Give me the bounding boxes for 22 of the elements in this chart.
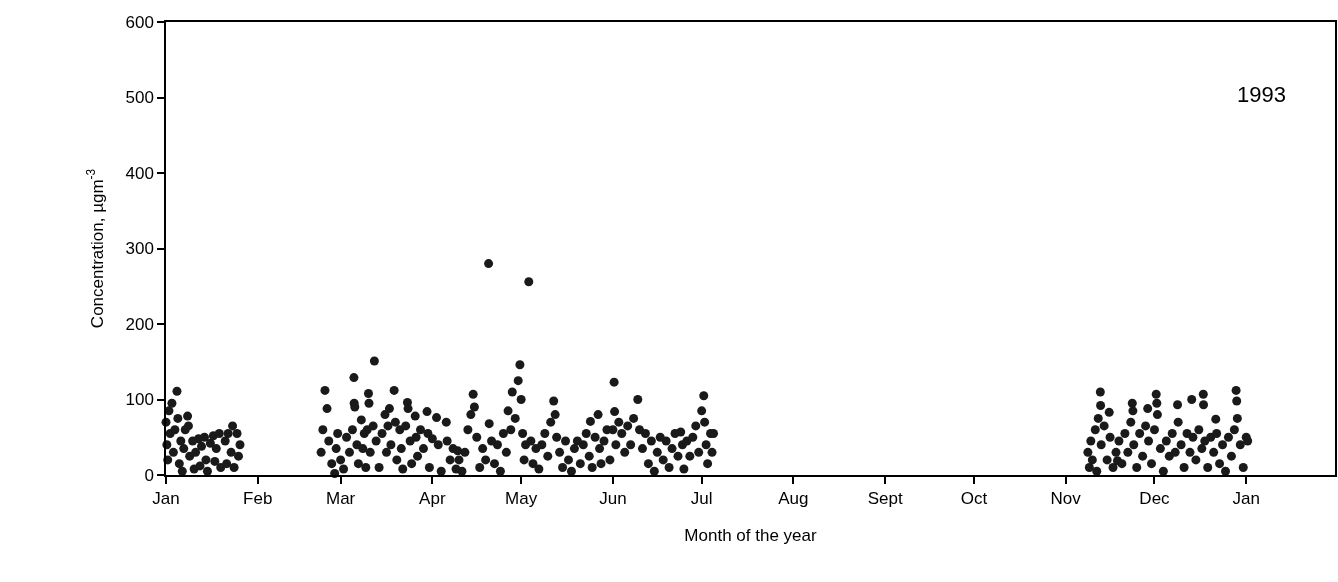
x-tick-label: Aug bbox=[778, 489, 809, 509]
x-tick-label: Jan bbox=[1232, 489, 1260, 509]
y-tick-label: 300 bbox=[125, 239, 154, 259]
x-tick-label: Apr bbox=[419, 489, 446, 509]
x-axis-title: Month of the year bbox=[684, 526, 817, 546]
y-tick-label: 100 bbox=[125, 390, 154, 410]
x-tick-label: Sept bbox=[867, 489, 903, 509]
y-tick-label: 0 bbox=[144, 465, 154, 485]
y-tick-label: 400 bbox=[125, 163, 154, 183]
x-tick-label: May bbox=[505, 489, 538, 509]
annotation: 1993 bbox=[1237, 82, 1286, 107]
y-tick-label: 500 bbox=[125, 88, 154, 108]
x-tick-label: Dec bbox=[1139, 489, 1171, 509]
x-tick-label: Feb bbox=[243, 489, 273, 509]
y-tick-label: 200 bbox=[125, 314, 154, 334]
x-tick-label: Jun bbox=[599, 489, 627, 509]
x-tick-label: Jan bbox=[152, 489, 180, 509]
x-tick-label: Nov bbox=[1050, 489, 1082, 509]
x-tick-label: Jul bbox=[690, 489, 713, 509]
x-tick-label: Mar bbox=[325, 489, 356, 509]
x-tick-label: Oct bbox=[960, 489, 988, 509]
y-tick-label: 600 bbox=[125, 12, 154, 32]
